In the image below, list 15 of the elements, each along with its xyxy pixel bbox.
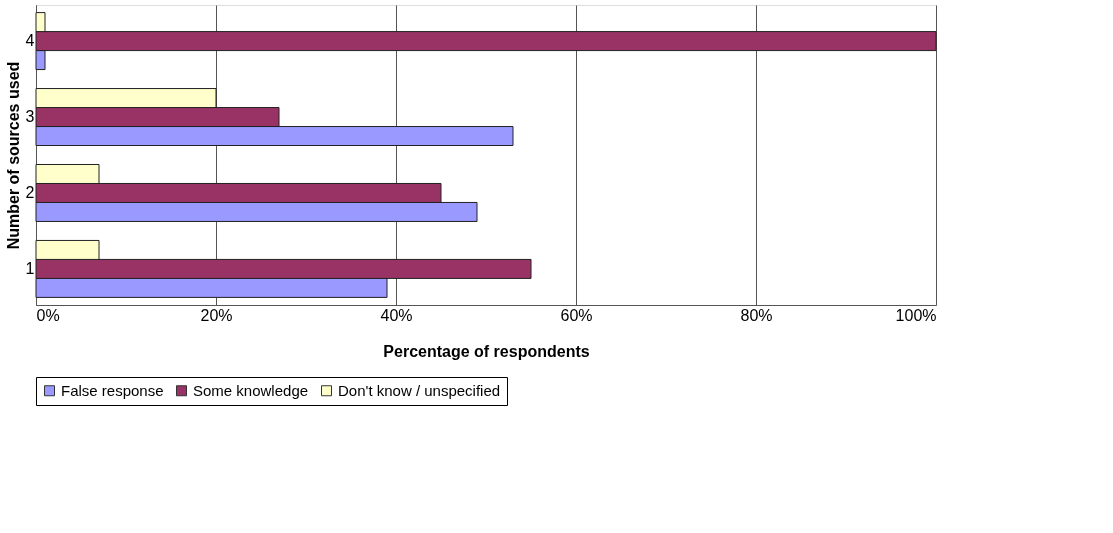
y-tick-label: 4 xyxy=(25,32,35,50)
x-tick-label: 60% xyxy=(560,306,593,324)
x-axis-title: Percentage of respondents xyxy=(383,342,590,360)
legend-label: Don't know / unspecified xyxy=(338,381,501,399)
y-axis-title: Number of sources used xyxy=(4,61,22,250)
x-tick-label: 40% xyxy=(380,306,413,324)
y-tick-label: 3 xyxy=(25,108,35,126)
legend-label: False response xyxy=(61,381,164,399)
x-tick-label: 20% xyxy=(200,306,233,324)
legend-label: Some knowledge xyxy=(193,381,309,399)
y-tick-label: 1 xyxy=(25,259,35,277)
x-tick-label: 0% xyxy=(36,306,60,324)
x-tick-label: 80% xyxy=(740,306,773,324)
x-tick-label: 100% xyxy=(895,306,937,324)
y-tick-label: 2 xyxy=(25,183,35,201)
